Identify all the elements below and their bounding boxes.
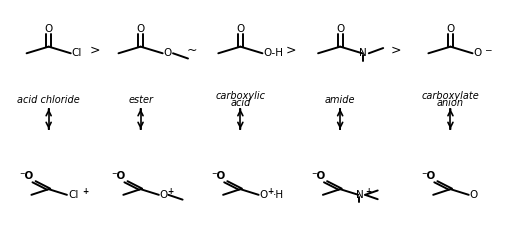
Text: +: + (82, 187, 88, 196)
Text: O: O (470, 190, 478, 200)
Text: carboxylic: carboxylic (215, 91, 266, 101)
Text: ⁻O: ⁻O (112, 171, 126, 181)
Text: −: − (484, 45, 492, 54)
Text: +: + (167, 187, 174, 196)
Text: +: + (267, 187, 274, 196)
Text: O: O (44, 24, 53, 34)
Text: N: N (355, 190, 363, 200)
Text: O: O (164, 48, 172, 58)
Text: O: O (446, 24, 455, 34)
Text: O-H: O-H (263, 48, 284, 58)
Text: +: + (365, 187, 371, 196)
Text: carboxylate: carboxylate (421, 91, 479, 101)
Text: O: O (236, 24, 244, 34)
Text: O: O (160, 190, 168, 200)
Text: O: O (136, 24, 145, 34)
Text: ⁻O: ⁻O (421, 171, 436, 181)
Text: ester: ester (128, 95, 153, 105)
Text: ⁻O: ⁻O (312, 171, 326, 181)
Text: Cl: Cl (68, 190, 78, 200)
Text: >: > (391, 44, 402, 57)
Text: Cl: Cl (72, 48, 82, 58)
Text: ⁻O: ⁻O (212, 171, 226, 181)
Text: O: O (336, 24, 344, 34)
Text: amide: amide (325, 95, 355, 105)
Text: ⁻O: ⁻O (20, 171, 34, 181)
Text: >: > (90, 44, 100, 57)
Text: N: N (360, 48, 367, 58)
Text: >: > (286, 44, 297, 57)
Text: O: O (474, 48, 482, 58)
Text: ~: ~ (186, 44, 197, 57)
Text: acid: acid (230, 98, 251, 108)
Text: ·H: ·H (274, 190, 285, 200)
Text: anion: anion (437, 98, 464, 108)
Text: acid chloride: acid chloride (17, 95, 80, 105)
Text: O: O (260, 190, 268, 200)
